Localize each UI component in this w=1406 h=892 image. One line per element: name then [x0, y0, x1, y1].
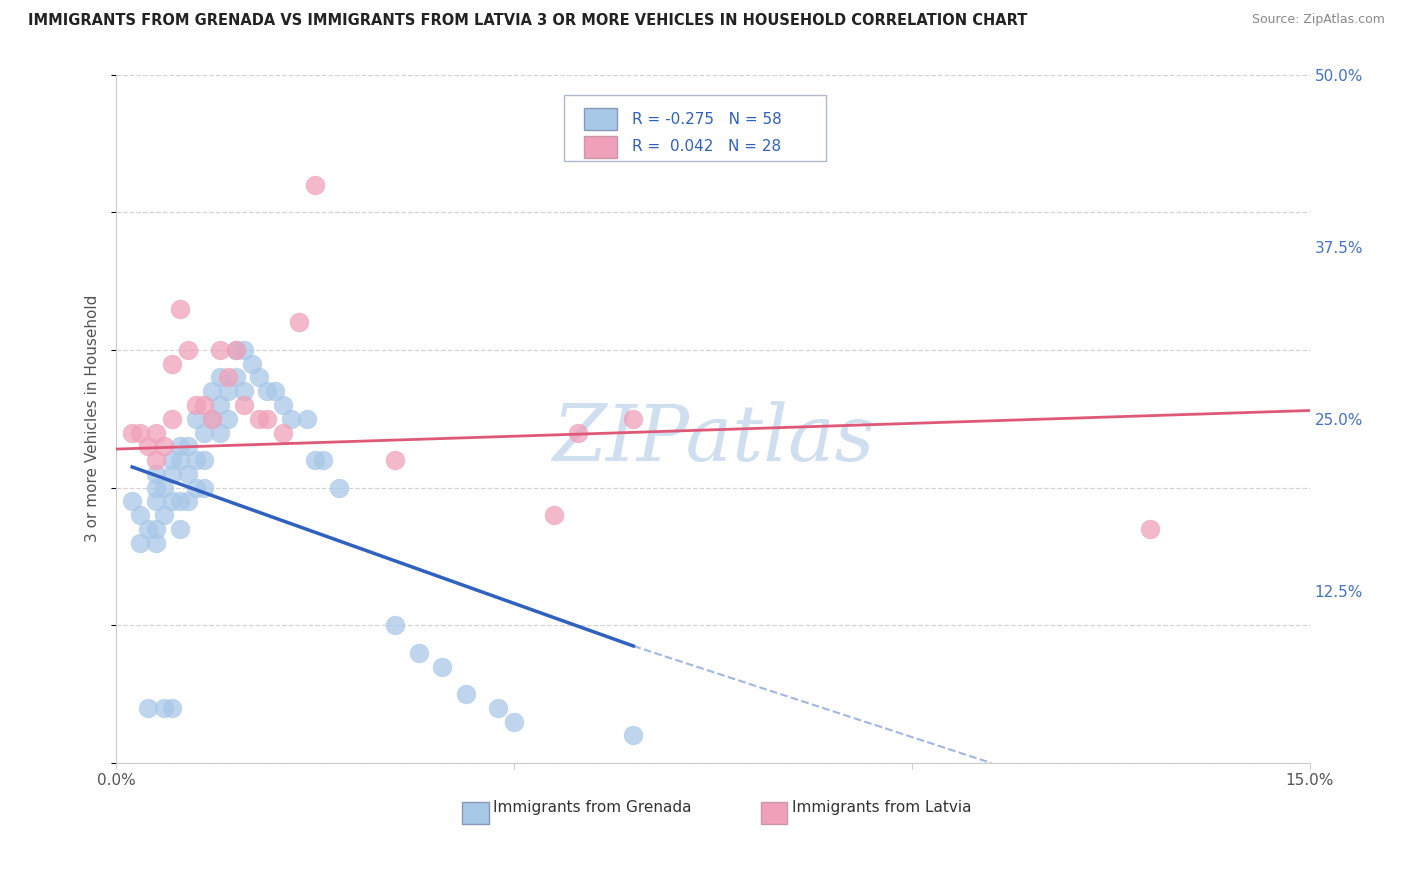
Point	[121, 425, 143, 440]
Text: ZIPatlas: ZIPatlas	[551, 401, 875, 477]
Point	[177, 343, 200, 357]
Point	[432, 659, 454, 673]
Y-axis label: 3 or more Vehicles in Household: 3 or more Vehicles in Household	[86, 295, 100, 542]
Point	[153, 508, 176, 523]
Point	[225, 343, 247, 357]
Point	[225, 370, 247, 384]
Text: IMMIGRANTS FROM GRENADA VS IMMIGRANTS FROM LATVIA 3 OR MORE VEHICLES IN HOUSEHOL: IMMIGRANTS FROM GRENADA VS IMMIGRANTS FR…	[28, 13, 1028, 29]
Point	[273, 398, 295, 412]
Point	[184, 481, 207, 495]
Point	[160, 357, 183, 371]
Point	[177, 494, 200, 508]
FancyBboxPatch shape	[583, 136, 617, 158]
Text: R = -0.275   N = 58: R = -0.275 N = 58	[631, 112, 782, 127]
Point	[160, 701, 183, 715]
Point	[567, 425, 589, 440]
Point	[249, 370, 271, 384]
Point	[208, 425, 231, 440]
Point	[621, 729, 644, 743]
Point	[184, 411, 207, 425]
Point	[129, 535, 152, 549]
FancyBboxPatch shape	[564, 95, 827, 161]
Point	[193, 425, 215, 440]
Point	[264, 384, 287, 399]
Point	[153, 481, 176, 495]
Text: Immigrants from Latvia: Immigrants from Latvia	[792, 800, 972, 815]
Point	[145, 494, 167, 508]
Point	[225, 343, 247, 357]
Point	[193, 481, 215, 495]
Point	[328, 481, 350, 495]
Point	[312, 453, 335, 467]
Point	[145, 425, 167, 440]
Point	[208, 398, 231, 412]
Point	[153, 439, 176, 453]
Point	[160, 411, 183, 425]
Point	[280, 411, 302, 425]
Text: R =  0.042   N = 28: R = 0.042 N = 28	[631, 139, 780, 154]
Point	[1139, 522, 1161, 536]
Point	[136, 701, 159, 715]
Point	[136, 522, 159, 536]
FancyBboxPatch shape	[761, 802, 787, 823]
Point	[121, 494, 143, 508]
Point	[160, 467, 183, 481]
Point	[288, 315, 311, 329]
Point	[384, 453, 406, 467]
Point	[136, 439, 159, 453]
Text: Immigrants from Grenada: Immigrants from Grenada	[494, 800, 692, 815]
Point	[208, 370, 231, 384]
Text: Source: ZipAtlas.com: Source: ZipAtlas.com	[1251, 13, 1385, 27]
Point	[145, 522, 167, 536]
Point	[201, 411, 224, 425]
Point	[232, 398, 254, 412]
Point	[160, 453, 183, 467]
Point	[256, 411, 278, 425]
Point	[184, 398, 207, 412]
Point	[193, 453, 215, 467]
Point	[160, 494, 183, 508]
Point	[217, 384, 239, 399]
Point	[145, 467, 167, 481]
FancyBboxPatch shape	[583, 108, 617, 130]
Point	[201, 384, 224, 399]
Point	[145, 535, 167, 549]
Point	[456, 687, 478, 701]
Point	[217, 370, 239, 384]
Point	[145, 481, 167, 495]
Point	[201, 411, 224, 425]
Point	[621, 411, 644, 425]
Point	[295, 411, 318, 425]
Point	[129, 425, 152, 440]
Point	[384, 618, 406, 632]
Point	[184, 453, 207, 467]
Point	[129, 508, 152, 523]
Point	[273, 425, 295, 440]
Point	[408, 646, 430, 660]
Point	[232, 384, 254, 399]
Point	[256, 384, 278, 399]
Point	[232, 343, 254, 357]
Point	[169, 439, 191, 453]
Point	[177, 439, 200, 453]
Point	[304, 453, 326, 467]
Point	[249, 411, 271, 425]
Point	[543, 508, 565, 523]
Point	[169, 453, 191, 467]
Point	[208, 343, 231, 357]
FancyBboxPatch shape	[463, 802, 488, 823]
Point	[153, 701, 176, 715]
Point	[193, 398, 215, 412]
Point	[169, 301, 191, 316]
Point	[145, 453, 167, 467]
Point	[240, 357, 263, 371]
Point	[486, 701, 509, 715]
Point	[169, 494, 191, 508]
Point	[169, 522, 191, 536]
Point	[177, 467, 200, 481]
Point	[217, 411, 239, 425]
Point	[503, 714, 526, 729]
Point	[304, 178, 326, 192]
